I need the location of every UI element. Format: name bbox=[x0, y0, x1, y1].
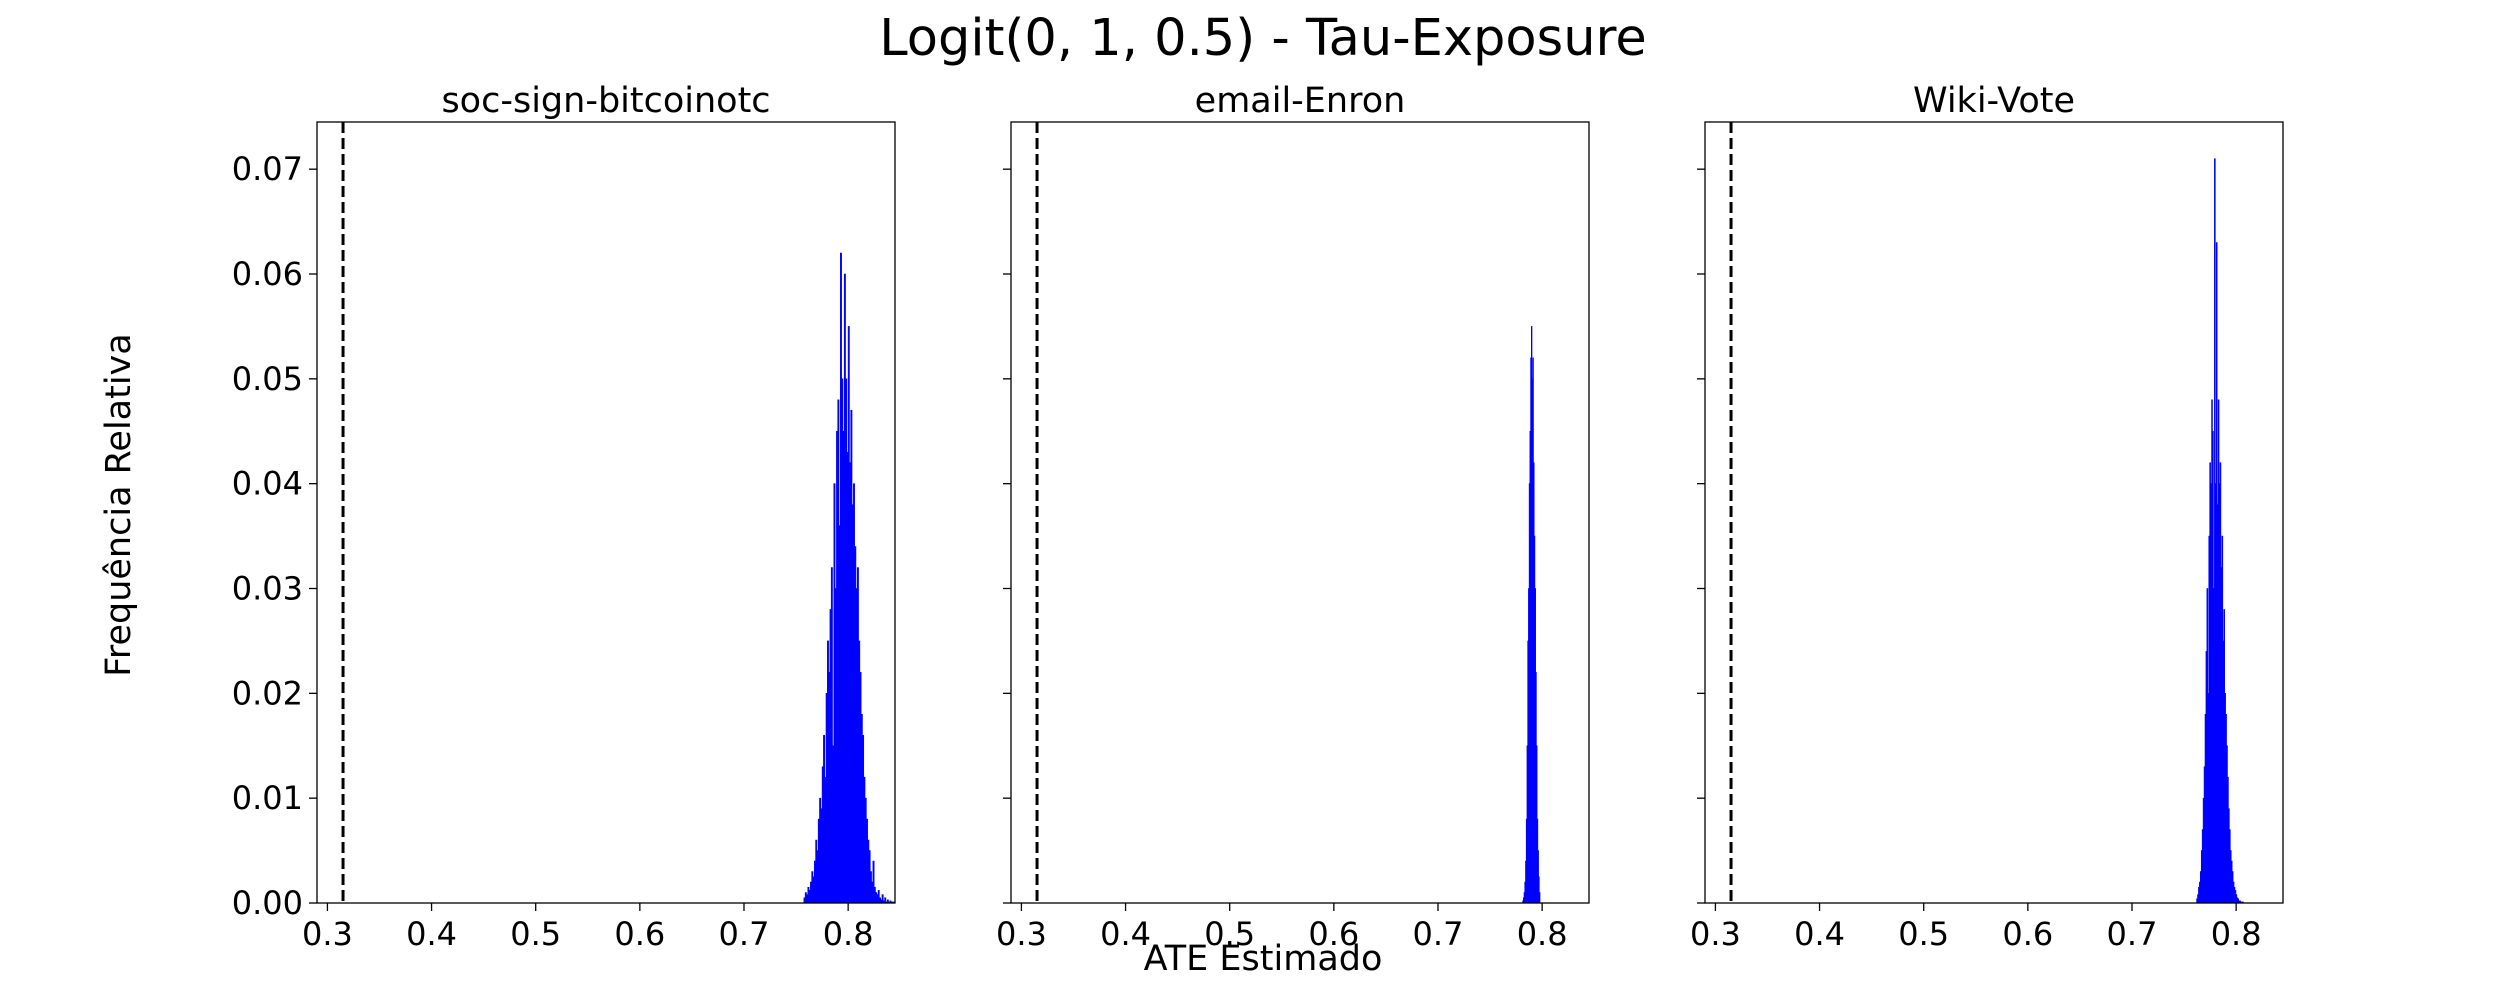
histogram-bars-wiki-vote bbox=[2196, 158, 2244, 904]
histogram-bars-bitcoinotc bbox=[803, 252, 896, 904]
y-tick-label: 0.01 bbox=[232, 779, 303, 817]
x-tick-label: 0.6 bbox=[614, 915, 665, 953]
x-tick-label: 0.6 bbox=[2002, 915, 2053, 953]
y-tick-label: 0.02 bbox=[232, 674, 303, 712]
histogram-bar bbox=[1539, 892, 1541, 904]
x-tick-label: 0.5 bbox=[1204, 915, 1255, 953]
axes-frame-bitcoinotc bbox=[316, 121, 896, 904]
y-tick-label: 0.05 bbox=[232, 360, 303, 398]
x-axis-label: ATE Estimado bbox=[1144, 939, 1383, 979]
histogram-panel-enron: email-Enron 0.3 0.4 0.5 0.6 0.7 0.8 bbox=[996, 81, 1590, 953]
x-tick-label: 0.8 bbox=[823, 915, 874, 953]
figure-title: Logit(0, 1, 0.5) - Tau-Exposure bbox=[879, 9, 1647, 68]
axes-frame-wiki-vote bbox=[1704, 121, 2284, 904]
panel-title-wiki-vote: Wiki-Vote bbox=[1913, 81, 2075, 121]
x-tick-label: 0.4 bbox=[1100, 915, 1151, 953]
x-tick-label: 0.5 bbox=[510, 915, 561, 953]
y-tick-label: 0.06 bbox=[232, 255, 303, 293]
x-tick-label: 0.7 bbox=[1413, 915, 1464, 953]
x-tick-label: 0.3 bbox=[996, 915, 1047, 953]
x-tick-label: 0.7 bbox=[719, 915, 770, 953]
x-tick-label: 0.4 bbox=[406, 915, 457, 953]
x-tick-label: 0.6 bbox=[1308, 915, 1359, 953]
y-tick-label: 0.07 bbox=[232, 150, 303, 188]
y-tick-label: 0.00 bbox=[232, 884, 303, 922]
x-tick-label: 0.3 bbox=[302, 915, 353, 953]
y-tick-label: 0.03 bbox=[232, 570, 303, 608]
x-tick-label: 0.4 bbox=[1794, 915, 1845, 953]
histogram-panel-wiki-vote: Wiki-Vote 0.3 0.4 0.5 0.6 0.7 0.8 bbox=[1690, 81, 2284, 953]
axes-frame-enron bbox=[1010, 121, 1590, 904]
panel-title-bitcoinotc: soc-sign-bitcoinotc bbox=[441, 81, 770, 121]
x-tick-label: 0.3 bbox=[1690, 915, 1741, 953]
x-tick-label: 0.8 bbox=[1517, 915, 1568, 953]
histogram-panel-bitcoinotc: soc-sign-bitcoinotc 0.3 0.4 0.5 0.6 0.7 0.8 0.0… bbox=[232, 81, 896, 953]
x-tick-label: 0.5 bbox=[1898, 915, 1949, 953]
y-tick-label: 0.04 bbox=[232, 465, 303, 503]
x-tick-label: 0.7 bbox=[2107, 915, 2158, 953]
y-axis-label: Frequência Relativa bbox=[99, 333, 139, 676]
panel-title-enron: email-Enron bbox=[1195, 81, 1406, 121]
x-tick-label: 0.8 bbox=[2211, 915, 2262, 953]
histogram-bars-enron bbox=[1522, 326, 1541, 904]
